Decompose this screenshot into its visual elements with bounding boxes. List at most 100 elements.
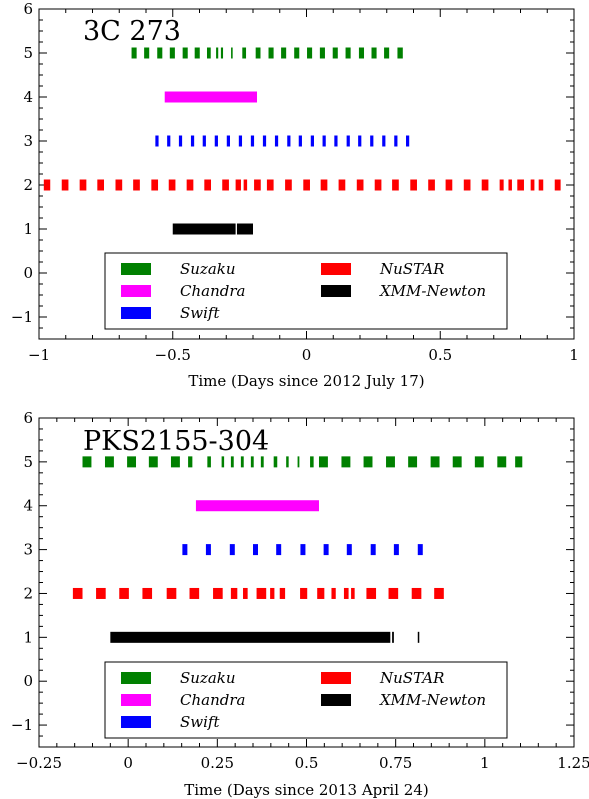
observation-segment bbox=[43, 179, 51, 191]
observation-segment bbox=[255, 47, 261, 59]
y-tick-label: 1 bbox=[23, 628, 33, 646]
observation-segment bbox=[310, 456, 314, 468]
legend: Suzaku Chandra Swift NuSTAR XMM-Newton bbox=[104, 661, 508, 739]
observation-segment bbox=[515, 456, 523, 468]
observation-segment bbox=[189, 587, 200, 599]
x-tick-label: 0.25 bbox=[201, 754, 234, 772]
observation-segment bbox=[497, 456, 507, 468]
observation-segment bbox=[386, 456, 395, 468]
x-tick-label: −1 bbox=[28, 346, 50, 364]
observation-segment bbox=[300, 587, 308, 599]
legend-swatch bbox=[121, 263, 151, 275]
legend-label: Chandra bbox=[180, 282, 245, 300]
panel-title: PKS2155-304 bbox=[83, 426, 269, 457]
x-tick-label: 1 bbox=[569, 346, 579, 364]
y-tick-label: 6 bbox=[23, 0, 33, 18]
observation-segment bbox=[167, 135, 171, 147]
observation-segment bbox=[345, 47, 351, 59]
observation-segment bbox=[317, 587, 325, 599]
observation-segment bbox=[508, 179, 512, 191]
observation-segment bbox=[61, 179, 69, 191]
observation-segment bbox=[351, 587, 355, 599]
observation-segment bbox=[392, 631, 394, 643]
x-tick-label: −0.25 bbox=[16, 754, 62, 772]
y-tick-label: −1 bbox=[11, 308, 33, 326]
observation-segment bbox=[238, 135, 243, 147]
observation-segment bbox=[358, 135, 362, 147]
observation-segment bbox=[236, 223, 253, 235]
observation-segment bbox=[286, 456, 289, 468]
legend-box bbox=[104, 252, 508, 330]
y-tick-label: 5 bbox=[23, 453, 33, 471]
observation-segment bbox=[370, 135, 374, 147]
observation-segment bbox=[119, 587, 129, 599]
series-chandra bbox=[195, 500, 319, 512]
observation-segment bbox=[235, 179, 241, 191]
legend-swatch bbox=[121, 694, 151, 706]
observation-segment bbox=[297, 456, 300, 468]
observation-segment bbox=[318, 456, 328, 468]
observation-segment bbox=[538, 179, 544, 191]
x-axis-label: Time (Days since 2013 April 24) bbox=[184, 781, 428, 799]
y-tick-label: 3 bbox=[23, 132, 33, 150]
observation-segment bbox=[417, 631, 420, 643]
observation-segment bbox=[392, 179, 399, 191]
observation-segment bbox=[307, 47, 313, 59]
observation-segment bbox=[517, 179, 524, 191]
observation-segment bbox=[481, 179, 489, 191]
observation-segment bbox=[214, 135, 218, 147]
observation-segment bbox=[274, 135, 279, 147]
legend-swatch bbox=[121, 307, 151, 319]
observation-segment bbox=[303, 179, 310, 191]
observation-segment bbox=[151, 179, 159, 191]
observation-segment bbox=[204, 179, 212, 191]
series-xmm-newton bbox=[172, 223, 253, 235]
observation-segment bbox=[331, 587, 336, 599]
observation-segment bbox=[343, 587, 349, 599]
observation-segment bbox=[356, 179, 364, 191]
y-tick-label: 2 bbox=[23, 584, 33, 602]
observation-segment bbox=[242, 47, 247, 59]
observation-segment bbox=[346, 135, 350, 147]
observation-segment bbox=[104, 456, 114, 468]
legend-label: Swift bbox=[180, 713, 220, 731]
observation-segment bbox=[310, 135, 314, 147]
observation-segment bbox=[266, 179, 274, 191]
legend-label: Swift bbox=[180, 304, 220, 322]
observation-segment bbox=[250, 456, 254, 468]
series-nustar bbox=[72, 587, 444, 599]
y-tick-label: 5 bbox=[23, 44, 33, 62]
observation-segment bbox=[243, 587, 248, 599]
observation-segment bbox=[131, 47, 137, 59]
observation-segment bbox=[322, 135, 326, 147]
y-tick-label: 1 bbox=[23, 220, 33, 238]
legend-label: Suzaku bbox=[180, 260, 236, 278]
observation-segment bbox=[155, 135, 159, 147]
legend-swatch bbox=[321, 694, 351, 706]
observation-segment bbox=[243, 179, 248, 191]
observation-segment bbox=[276, 544, 282, 556]
legend-swatch bbox=[121, 672, 151, 684]
observation-segment bbox=[393, 544, 399, 556]
observation-segment bbox=[254, 179, 261, 191]
y-tick-label: 0 bbox=[23, 672, 33, 690]
observation-segment bbox=[281, 47, 287, 59]
observation-segment bbox=[346, 544, 352, 556]
observation-segment bbox=[207, 456, 211, 468]
series-nustar bbox=[43, 179, 561, 191]
observation-segment bbox=[213, 587, 223, 599]
observation-segment bbox=[229, 544, 235, 556]
legend-label: NuSTAR bbox=[379, 669, 444, 687]
observation-segment bbox=[499, 179, 504, 191]
observation-segment bbox=[142, 587, 153, 599]
observation-segment bbox=[168, 179, 176, 191]
observation-segment bbox=[127, 456, 137, 468]
observation-segment bbox=[148, 456, 158, 468]
observation-segment bbox=[394, 135, 398, 147]
legend-swatch bbox=[321, 672, 351, 684]
observation-segment bbox=[397, 47, 403, 59]
observation-segment bbox=[250, 135, 255, 147]
observation-segment bbox=[97, 179, 105, 191]
x-tick-label: −0.5 bbox=[155, 346, 191, 364]
observation-segment bbox=[408, 456, 418, 468]
